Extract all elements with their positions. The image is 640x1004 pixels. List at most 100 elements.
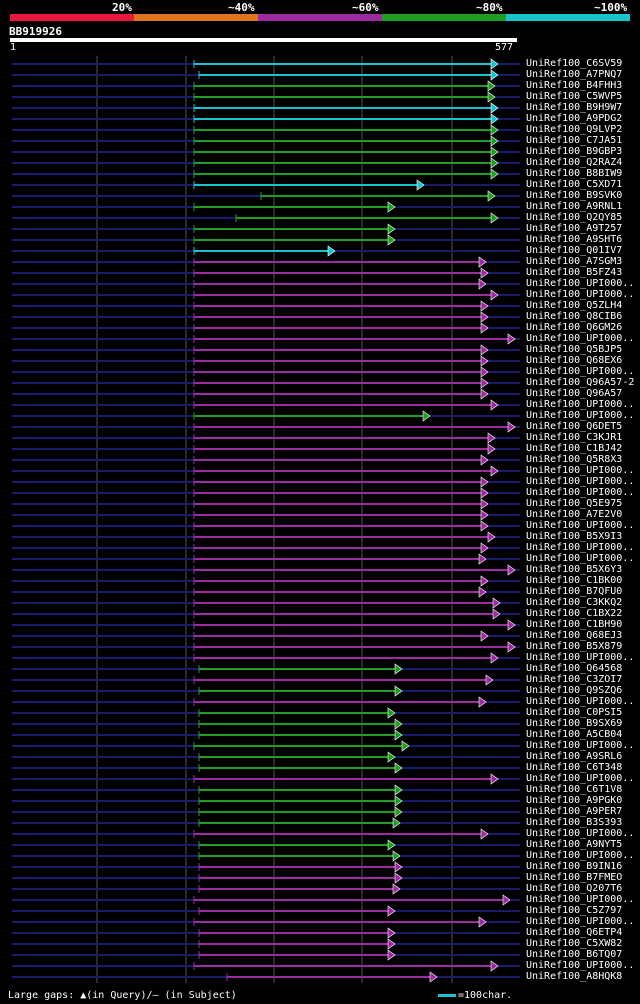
- hit-label[interactable]: UniRef100_Q6DET5: [526, 421, 623, 432]
- hit-label[interactable]: UniRef100_C7JA51: [526, 135, 623, 146]
- hit-label[interactable]: UniRef100_C1BH90: [526, 619, 623, 630]
- hit-label[interactable]: UniRef100_Q2RAZ4: [526, 157, 623, 168]
- hit-label[interactable]: UniRef100_UPI000..: [526, 894, 635, 905]
- hit-label[interactable]: UniRef100_Q01IV7: [526, 245, 623, 256]
- hit-arrow-icon: [507, 564, 516, 576]
- hit-label[interactable]: UniRef100_A7SGM3: [526, 256, 623, 267]
- hit-label[interactable]: UniRef100_Q5E975: [526, 498, 623, 509]
- hit-label[interactable]: UniRef100_C5XD71: [526, 179, 623, 190]
- hit-label[interactable]: UniRef100_Q68EJ3: [526, 630, 623, 641]
- hit-arrow-icon: [392, 883, 401, 895]
- hit-label[interactable]: UniRef100_A9PGK0: [526, 795, 623, 806]
- hit-label[interactable]: UniRef100_UPI000..: [526, 476, 635, 487]
- hit-label[interactable]: UniRef100_C6SV59: [526, 58, 623, 69]
- hit-label[interactable]: UniRef100_C6T1V8: [526, 784, 623, 795]
- hit-arrow-icon: [480, 344, 489, 356]
- hit-label[interactable]: UniRef100_C1BJ42: [526, 443, 623, 454]
- hit-label[interactable]: UniRef100_UPI000..: [526, 828, 635, 839]
- hit-label[interactable]: UniRef100_Q96A57-2: [526, 377, 635, 388]
- hit-label[interactable]: UniRef100_Q8CIB6: [526, 311, 623, 322]
- hit-label[interactable]: UniRef100_Q9SZQ6: [526, 685, 623, 696]
- hit-label[interactable]: UniRef100_B9GBP3: [526, 146, 623, 157]
- hit-label[interactable]: UniRef100_A9PDG2: [526, 113, 623, 124]
- hit-label[interactable]: UniRef100_B8BIW9: [526, 168, 623, 179]
- hit-label[interactable]: UniRef100_Q96A57: [526, 388, 623, 399]
- hit-arrow-icon: [480, 542, 489, 554]
- hit-label[interactable]: UniRef100_UPI000..: [526, 850, 635, 861]
- hit-label[interactable]: UniRef100_A9RNL1: [526, 201, 623, 212]
- hit-arrow-icon: [507, 641, 516, 653]
- hit-label[interactable]: UniRef100_B7FMEO: [526, 872, 623, 883]
- hit-label[interactable]: UniRef100_Q5BJP5: [526, 344, 623, 355]
- hit-label[interactable]: UniRef100_C5Z797: [526, 905, 623, 916]
- hit-arrow-icon: [478, 256, 487, 268]
- hit-label[interactable]: UniRef100_C3ZOI7: [526, 674, 623, 685]
- hit-arrow-icon: [480, 366, 489, 378]
- hit-arrow-icon: [502, 894, 511, 906]
- hit-label[interactable]: UniRef100_UPI000..: [526, 410, 635, 421]
- hit-label[interactable]: UniRef100_C5WVP5: [526, 91, 623, 102]
- hit-arrow-icon: [490, 652, 499, 664]
- hit-arrow-icon: [327, 245, 336, 257]
- hit-label[interactable]: UniRef100_UPI000..: [526, 652, 635, 663]
- hit-label[interactable]: UniRef100_UPI000..: [526, 520, 635, 531]
- hit-label[interactable]: UniRef100_B5X879: [526, 641, 623, 652]
- hit-label[interactable]: UniRef100_C5XW82: [526, 938, 623, 949]
- hit-arrow-icon: [490, 960, 499, 972]
- hit-label[interactable]: UniRef100_UPI000..: [526, 740, 635, 751]
- hit-label[interactable]: UniRef100_A9PER7: [526, 806, 623, 817]
- hit-label[interactable]: UniRef100_B9SVK0: [526, 190, 623, 201]
- hit-label[interactable]: UniRef100_UPI000..: [526, 333, 635, 344]
- hit-label[interactable]: UniRef100_C0PSI5: [526, 707, 623, 718]
- hit-label[interactable]: UniRef100_C1BX22: [526, 608, 623, 619]
- hit-label[interactable]: UniRef100_Q6ETP4: [526, 927, 623, 938]
- hit-label[interactable]: UniRef100_Q2QY85: [526, 212, 623, 223]
- hit-label[interactable]: UniRef100_C1BK00: [526, 575, 623, 586]
- hit-label[interactable]: UniRef100_UPI000..: [526, 399, 635, 410]
- hit-label[interactable]: UniRef100_B5X6Y3: [526, 564, 623, 575]
- hit-label[interactable]: UniRef100_B5FZ43: [526, 267, 623, 278]
- hit-label[interactable]: UniRef100_UPI000..: [526, 465, 635, 476]
- hit-label[interactable]: UniRef100_A9SHT6: [526, 234, 623, 245]
- hit-label[interactable]: UniRef100_B3S393: [526, 817, 623, 828]
- hit-label[interactable]: UniRef100_UPI000..: [526, 916, 635, 927]
- hit-label[interactable]: UniRef100_B9IN16: [526, 861, 623, 872]
- hit-label[interactable]: UniRef100_Q64568: [526, 663, 623, 674]
- hit-label[interactable]: UniRef100_A5CB04: [526, 729, 623, 740]
- hit-label[interactable]: UniRef100_C3KJR1: [526, 432, 623, 443]
- hit-label[interactable]: UniRef100_UPI000..: [526, 553, 635, 564]
- hit-label[interactable]: UniRef100_Q9LVP2: [526, 124, 623, 135]
- hit-label[interactable]: UniRef100_Q6GM26: [526, 322, 623, 333]
- hit-arrow-icon: [507, 421, 516, 433]
- hit-label[interactable]: UniRef100_B4FHH3: [526, 80, 623, 91]
- hit-label[interactable]: UniRef100_B9H9W7: [526, 102, 623, 113]
- hit-label[interactable]: UniRef100_A7E2V0: [526, 509, 623, 520]
- hit-label[interactable]: UniRef100_UPI000..: [526, 773, 635, 784]
- hit-label[interactable]: UniRef100_B9SX69: [526, 718, 623, 729]
- legend-segment-60: [258, 14, 382, 21]
- hit-label[interactable]: UniRef100_B6TQ07: [526, 949, 623, 960]
- hit-label[interactable]: UniRef100_C6T348: [526, 762, 623, 773]
- hit-label[interactable]: UniRef100_A9NYT5: [526, 839, 623, 850]
- hit-label[interactable]: UniRef100_UPI000..: [526, 542, 635, 553]
- hit-label[interactable]: UniRef100_B7QFU0: [526, 586, 623, 597]
- hit-label[interactable]: UniRef100_Q5ZLH4: [526, 300, 623, 311]
- hit-label[interactable]: UniRef100_A8HQK8: [526, 971, 623, 982]
- hit-label[interactable]: UniRef100_UPI000..: [526, 960, 635, 971]
- hit-label[interactable]: UniRef100_A7PNQ7: [526, 69, 623, 80]
- hit-label[interactable]: UniRef100_C3KKQ2: [526, 597, 623, 608]
- hit-label[interactable]: UniRef100_UPI000..: [526, 278, 635, 289]
- hit-arrow-icon: [490, 212, 499, 224]
- hit-label[interactable]: UniRef100_UPI000..: [526, 696, 635, 707]
- hit-label[interactable]: UniRef100_UPI000..: [526, 289, 635, 300]
- hit-label[interactable]: UniRef100_UPI000..: [526, 487, 635, 498]
- hit-arrow-icon: [394, 795, 403, 807]
- hit-label[interactable]: UniRef100_Q68EX6: [526, 355, 623, 366]
- hit-label[interactable]: UniRef100_B5X9I3: [526, 531, 623, 542]
- hit-label[interactable]: UniRef100_A9SRL6: [526, 751, 623, 762]
- hit-label[interactable]: UniRef100_Q207T6: [526, 883, 623, 894]
- hit-arrow-icon: [480, 498, 489, 510]
- hit-label[interactable]: UniRef100_UPI000..: [526, 366, 635, 377]
- hit-label[interactable]: UniRef100_A9T257: [526, 223, 623, 234]
- hit-label[interactable]: UniRef100_Q5R8X3: [526, 454, 623, 465]
